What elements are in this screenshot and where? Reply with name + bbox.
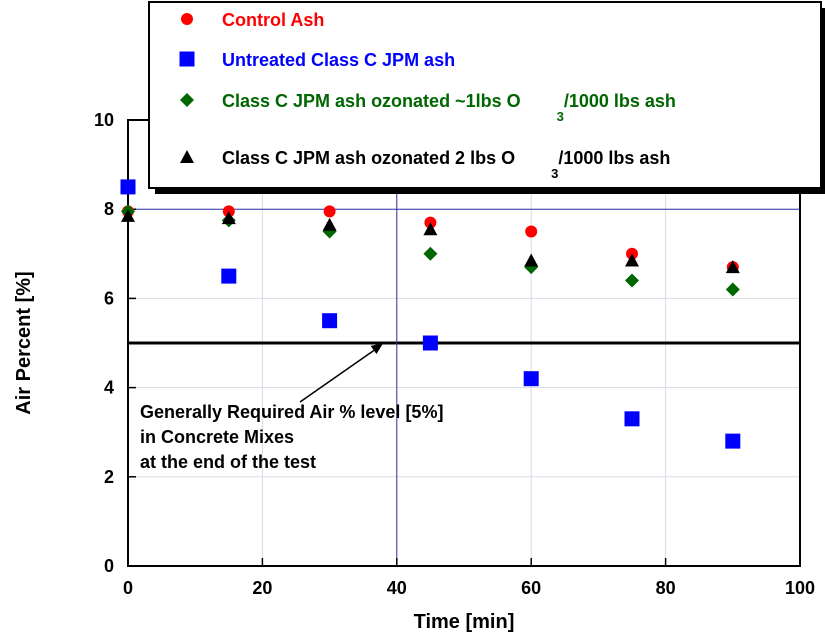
data-point-series-4 <box>322 217 337 231</box>
data-point-series-4 <box>625 253 639 267</box>
legend-label-4: Class C JPM ash ozonated 2 lbs O3/1000 l… <box>222 148 670 181</box>
y-axis-title: Air Percent [%] <box>13 271 35 414</box>
y-tick-label: 2 <box>104 467 114 487</box>
annotation-line-3: at the end of the test <box>140 452 316 472</box>
x-tick-label: 20 <box>252 578 272 598</box>
data-point-series-2 <box>120 179 136 195</box>
data-point-series-2 <box>523 371 539 387</box>
data-point-series-4 <box>221 211 236 225</box>
data-point-series-1 <box>323 205 336 218</box>
data-point-series-4 <box>524 253 539 267</box>
crosshair <box>128 120 800 566</box>
legend-marker-2 <box>179 51 195 67</box>
annotation-line-1: Generally Required Air % level [5%] <box>140 402 443 422</box>
data-point-series-4 <box>725 260 740 274</box>
data-point-series-3 <box>725 282 740 297</box>
annotation: Generally Required Air % level [5%] in C… <box>140 343 443 472</box>
legend-label-1: Control Ash <box>222 10 324 30</box>
x-axis-ticks: 0 20 40 60 80 100 <box>123 558 815 598</box>
data-point-series-2 <box>422 335 438 351</box>
annotation-arrow <box>299 343 384 403</box>
data-point-series-1 <box>525 225 538 238</box>
legend-marker-3 <box>180 93 194 107</box>
data-point-series-2 <box>624 411 640 427</box>
legend-marker-4 <box>180 150 194 163</box>
legend-label-2: Untreated Class C JPM ash <box>222 50 455 70</box>
x-tick-label: 40 <box>387 578 407 598</box>
data-point-series-3 <box>423 246 438 261</box>
legend-label-3: Class C JPM ash ozonated ~1lbs O3/1000 l… <box>222 91 676 124</box>
annotation-arrow-line <box>299 347 378 403</box>
y-axis-ticks: 0 2 4 6 8 10 <box>94 110 136 576</box>
legend-marker-1 <box>181 13 193 25</box>
annotation-line-2: in Concrete Mixes <box>140 427 294 447</box>
x-tick-label: 80 <box>656 578 676 598</box>
data-point-series-3 <box>625 273 639 288</box>
x-tick-label: 0 <box>123 578 133 598</box>
data-point-series-4 <box>121 208 135 222</box>
x-tick-label: 60 <box>521 578 541 598</box>
annotation-arrow-head <box>370 343 384 355</box>
x-axis-title: Time [min] <box>414 611 515 633</box>
y-tick-label: 0 <box>104 556 114 576</box>
legend-box <box>148 1 822 189</box>
data-point-series-2 <box>221 268 237 284</box>
y-tick-label: 6 <box>104 288 114 308</box>
data-point-series-2 <box>322 313 338 329</box>
legend: Control Ash Untreated Class C JPM ash Clas… <box>148 1 825 194</box>
data-point-series-4 <box>423 222 438 236</box>
y-tick-label: 4 <box>104 378 114 398</box>
data-point-series-2 <box>725 433 741 449</box>
y-tick-label: 10 <box>94 110 114 130</box>
data-points <box>120 179 741 449</box>
y-tick-label: 8 <box>104 199 114 219</box>
x-tick-label: 100 <box>785 578 815 598</box>
